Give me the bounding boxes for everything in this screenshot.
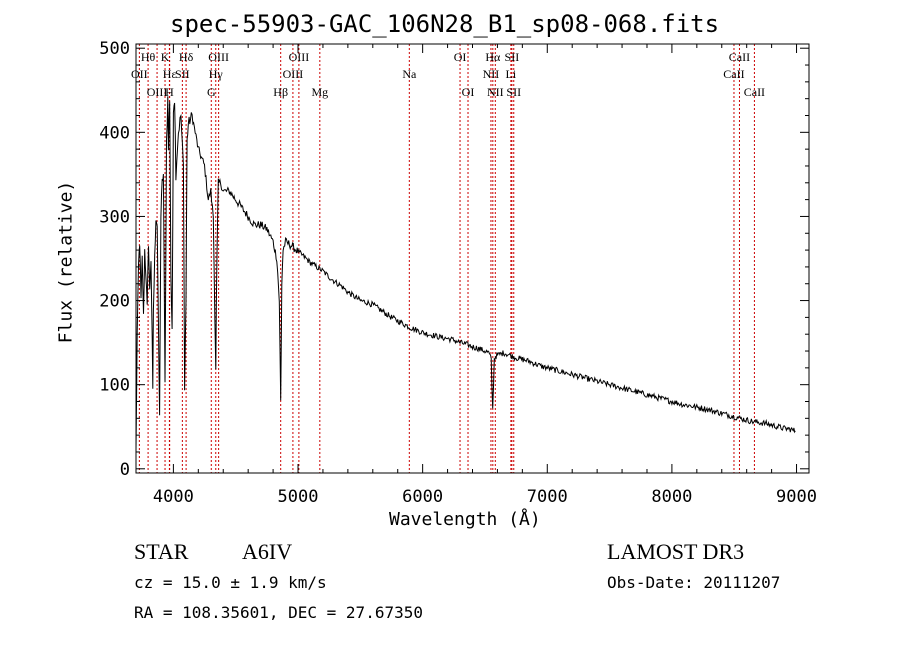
- spectral-line-label: OII: [131, 67, 148, 81]
- spectral-line-label: CaII: [723, 67, 744, 81]
- y-tick-label: 500: [99, 39, 130, 59]
- x-tick-label: 8000: [651, 487, 692, 507]
- x-tick-label: 4000: [153, 487, 194, 507]
- axis-ticks: 4000 5000 6000 7000 8000 9000 0 100 200 300 400 500: [99, 39, 817, 507]
- x-tick-label: 6000: [402, 487, 443, 507]
- obs-date: Obs-Date: 20111207: [607, 573, 781, 592]
- x-tick-label: 9000: [776, 487, 817, 507]
- object-subclass: A6IV: [242, 539, 293, 564]
- object-class: STAR: [134, 539, 189, 564]
- spectral-line-label: G: [207, 85, 216, 99]
- spectral-line-label: NII: [487, 85, 504, 99]
- y-tick-label: 200: [99, 292, 130, 312]
- spectral-line-label: OIII: [208, 50, 229, 64]
- spectral-line-label: Hθ: [141, 50, 156, 64]
- redshift-cz: cz = 15.0 ± 1.9 km/s: [134, 573, 327, 592]
- spectral-line-label: Li: [506, 67, 517, 81]
- spectral-line-label: CaII: [744, 85, 765, 99]
- y-axis-label: Flux (relative): [55, 180, 77, 344]
- flux-series-line: [135, 96, 796, 451]
- x-tick-label: 5000: [278, 487, 319, 507]
- spectral-line-label: Hε: [163, 67, 177, 81]
- spectral-line-label: SII: [505, 50, 520, 64]
- spectral-line-label: OIII: [147, 85, 168, 99]
- x-tick-label: 7000: [527, 487, 568, 507]
- plot-frame: [135, 43, 810, 474]
- x-axis-label: Wavelength (Å): [389, 509, 541, 530]
- y-tick-label: 0: [120, 460, 130, 480]
- spectral-line-label: Hβ: [273, 85, 288, 99]
- spectral-line-label: OIII: [289, 50, 310, 64]
- spectral-line-label: OI: [454, 50, 467, 64]
- spectral-line-label: SII: [175, 67, 190, 81]
- survey-name: LAMOST DR3: [607, 539, 745, 564]
- spectral-line-label: Hα: [485, 50, 501, 64]
- spectral-line-label: Hδ: [179, 50, 194, 64]
- spectral-line-label: K: [161, 50, 170, 64]
- spectral-line-markers: [138, 44, 755, 473]
- spectral-line-label: CaII: [729, 50, 750, 64]
- chart-title: spec-55903-GAC_106N28_B1_sp08-068.fits: [170, 10, 720, 38]
- spectral-line-label: Mg: [311, 85, 328, 99]
- y-tick-label: 400: [99, 123, 130, 143]
- y-tick-label: 300: [99, 207, 130, 227]
- spectral-line-label: Na: [402, 67, 417, 81]
- y-tick-label: 100: [99, 376, 130, 396]
- spectral-line-label: NII: [483, 67, 500, 81]
- ra-dec: RA = 108.35601, DEC = 27.67350: [134, 603, 423, 622]
- spectral-line-label: OIII: [283, 67, 304, 81]
- spectral-line-label: H: [165, 85, 174, 99]
- spectral-line-label: OI: [462, 85, 475, 99]
- spectral-line-label: SII: [506, 85, 521, 99]
- spectral-line-label: Hγ: [209, 67, 224, 81]
